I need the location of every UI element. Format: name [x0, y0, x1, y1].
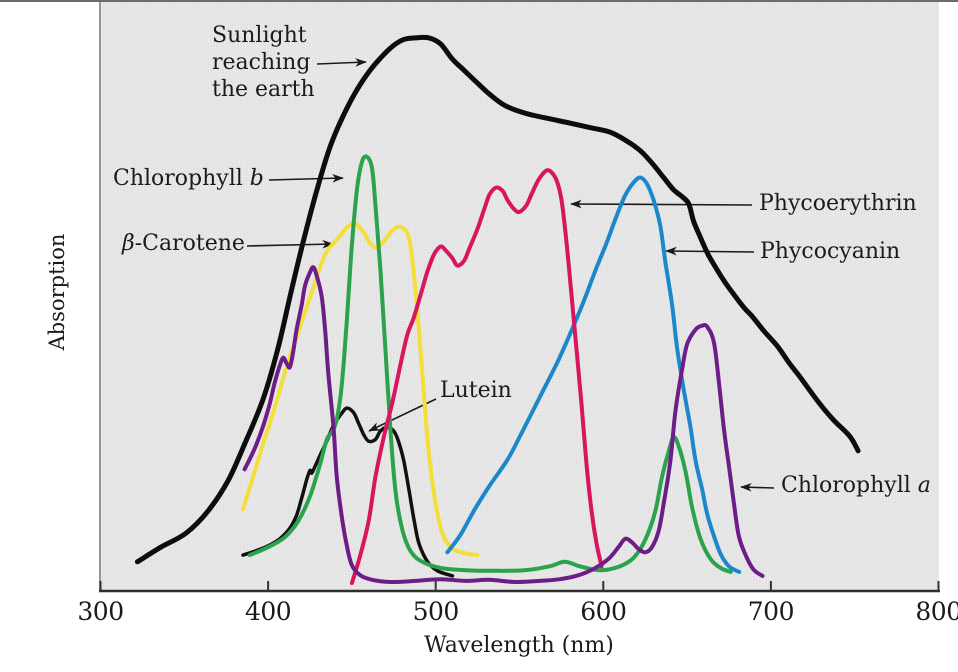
lutein-curve [241, 406, 455, 578]
annotation-label-chlorophyll-b: Chlorophyll b [113, 166, 264, 191]
plot-area-background [101, 2, 939, 591]
annotation-label-beta-carotene: β-Carotene [122, 231, 245, 256]
annotation-label-phycocyanin: Phycocyanin [760, 239, 901, 264]
x-tick-label-500: 500 [412, 597, 460, 626]
x-axis-title: Wavelength (nm) [424, 633, 614, 658]
x-tick-label-600: 600 [580, 597, 627, 626]
chlorophyll-a-arrow [740, 483, 775, 492]
annotation-label-chlorophyll-a: Chlorophyll a [781, 473, 931, 498]
annotation-label-sunlight: Sunlight reaching the earth [212, 23, 315, 102]
x-tick-label-800: 800 [915, 597, 958, 626]
x-tick-label-400: 400 [244, 597, 292, 626]
x-tick-label-300: 300 [77, 597, 124, 626]
phycoerythrin-curve [349, 168, 604, 586]
chlorophyll-a-curve [242, 265, 765, 585]
sunlight-arrow [316, 58, 367, 67]
chlorophyll-b-arrow [268, 173, 344, 183]
beta-carotene-arrow [246, 239, 334, 249]
phycoerythrin-arrow [570, 199, 753, 209]
annotation-label-phycoerythrin: Phycoerythrin [759, 191, 917, 216]
phycocyanin-arrow [665, 246, 755, 256]
top-border-line [0, 0, 958, 2]
sunlight-reaching-the-earth-curve [134, 34, 861, 565]
y-axis-title: Absorption [45, 233, 69, 351]
phycocyanin-curve [445, 175, 742, 574]
annotation-label-lutein: Lutein [440, 378, 512, 403]
x-tick-label-700: 700 [747, 597, 795, 626]
